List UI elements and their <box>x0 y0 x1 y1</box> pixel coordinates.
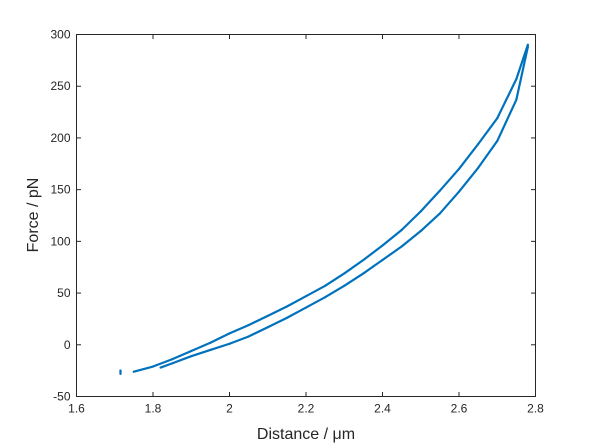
data-point <box>438 189 441 192</box>
data-point <box>190 355 193 358</box>
data-point <box>324 296 327 299</box>
data-layer <box>119 43 529 375</box>
data-point <box>324 284 327 287</box>
data-point <box>343 272 346 275</box>
y-tick-label: 150 <box>50 183 70 197</box>
y-tick-label: 250 <box>50 79 70 93</box>
data-point <box>209 341 212 344</box>
data-point <box>381 244 384 247</box>
data-point <box>419 229 422 233</box>
data-point <box>190 349 193 353</box>
y-tick-label: 100 <box>50 234 70 248</box>
y-tick-label: 50 <box>57 286 71 300</box>
data-point <box>526 45 529 49</box>
data-point <box>247 335 250 338</box>
data-point <box>151 365 155 368</box>
y-tick-label: 300 <box>50 28 70 42</box>
plot-background <box>76 34 536 397</box>
data-point <box>362 258 365 262</box>
x-tick-label: 2 <box>226 402 233 416</box>
data-point <box>119 369 122 372</box>
data-point <box>132 370 135 373</box>
x-tick-label: 1.6 <box>68 402 85 416</box>
data-point <box>209 348 212 352</box>
data-point <box>228 332 231 335</box>
data-point <box>477 166 480 170</box>
data-point <box>266 326 269 329</box>
data-point <box>526 43 529 46</box>
data-point <box>119 372 122 375</box>
y-tick-label: 200 <box>50 131 70 145</box>
y-axis-label: Force / pN <box>25 178 42 253</box>
x-tick-label: 2.6 <box>451 402 468 416</box>
x-tick-label: 2.8 <box>527 402 544 416</box>
data-point <box>247 324 250 327</box>
y-tick-label: 0 <box>64 338 71 352</box>
x-tick-label: 1.8 <box>145 402 162 416</box>
data-point <box>343 284 346 287</box>
data-point <box>496 139 499 143</box>
data-point <box>457 167 461 171</box>
data-point <box>515 77 518 81</box>
x-tick-label: 2.4 <box>374 402 391 416</box>
data-point <box>457 190 461 193</box>
series-line-1 <box>132 43 529 373</box>
data-point <box>266 314 269 317</box>
data-point <box>419 210 422 213</box>
data-point <box>159 366 162 369</box>
data-point <box>304 306 308 309</box>
data-point <box>171 358 174 361</box>
data-point <box>400 245 403 248</box>
data-point <box>228 342 231 345</box>
data-point <box>496 117 499 120</box>
tick-layer: 1.6 1.8 2 2.2 2.4 2.6 2.8 -50 0 50 100 150 200 250 300 <box>50 28 544 416</box>
data-point <box>285 305 288 308</box>
data-point <box>400 228 403 232</box>
data-point <box>515 98 518 101</box>
data-point <box>362 272 365 275</box>
x-axis-label: Distance / μm <box>257 426 355 443</box>
data-point <box>304 295 308 298</box>
y-tick-label: -50 <box>53 390 71 404</box>
data-point <box>171 362 174 365</box>
data-point <box>381 258 384 262</box>
x-tick-label: 2.2 <box>298 402 315 416</box>
data-point <box>285 316 288 319</box>
data-point <box>477 143 480 146</box>
data-point <box>438 212 441 215</box>
